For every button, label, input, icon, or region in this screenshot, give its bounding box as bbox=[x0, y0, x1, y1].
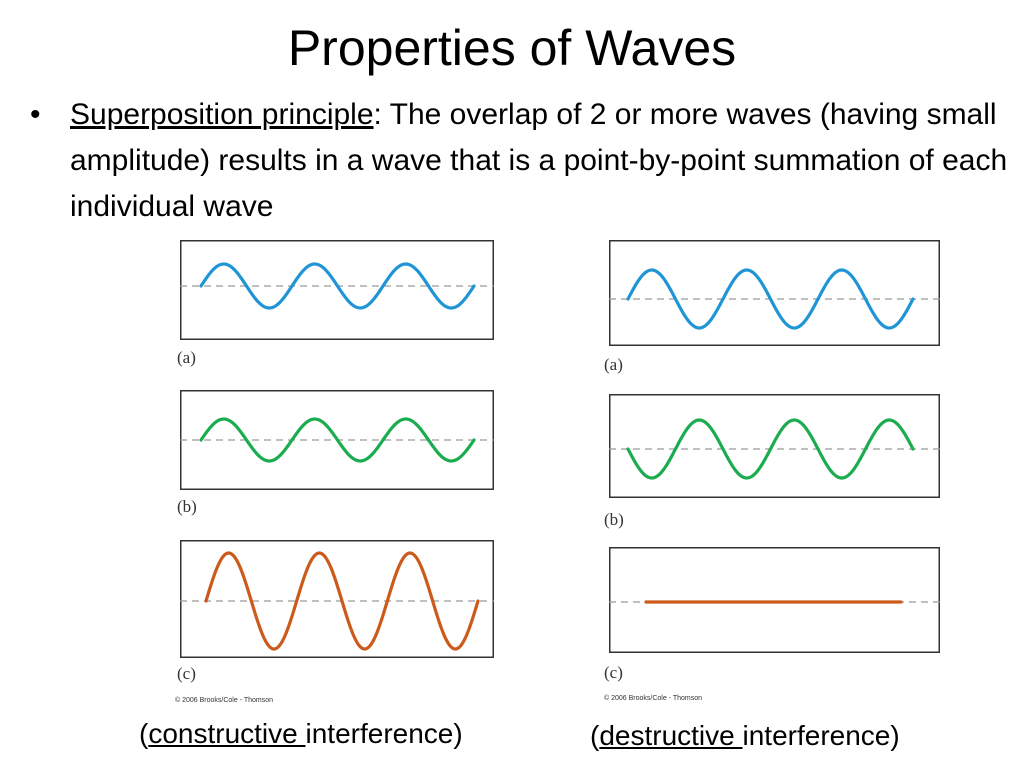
panel-frame bbox=[180, 540, 494, 658]
slide-title: Properties of Waves bbox=[287, 20, 737, 76]
bullet-term: Superposition principle bbox=[70, 98, 374, 131]
wave-curve bbox=[199, 417, 476, 463]
bullet-marker: • bbox=[30, 98, 41, 131]
left-label-c: (c) bbox=[177, 664, 196, 683]
panel-frame bbox=[180, 240, 494, 340]
right-wave-c bbox=[609, 547, 940, 653]
right-wave-b bbox=[609, 394, 940, 498]
left-wave-c bbox=[180, 540, 494, 658]
wave-curve bbox=[204, 551, 480, 651]
bullet-body: : The overlap of 2 or more waves (having… bbox=[70, 98, 1008, 223]
left-panel-b bbox=[180, 390, 494, 490]
destructive-term: destructive bbox=[599, 720, 743, 751]
right-panel-a bbox=[609, 240, 940, 346]
left-label-b: (b) bbox=[177, 497, 197, 516]
wave-curve bbox=[199, 262, 476, 310]
left-panel-a bbox=[180, 240, 494, 340]
panel-frame bbox=[609, 240, 940, 346]
panel-frame bbox=[609, 394, 940, 498]
right-label-c: (c) bbox=[604, 663, 623, 682]
destructive-caption: (destructive interference) bbox=[590, 719, 900, 753]
wave-curve bbox=[626, 418, 915, 480]
constructive-caption: (constructive interference) bbox=[139, 717, 463, 751]
constructive-term: constructive bbox=[148, 718, 306, 749]
caption-rest: interference) bbox=[305, 718, 463, 749]
right-wave-a bbox=[609, 240, 940, 346]
right-label-a: (a) bbox=[604, 355, 623, 374]
left-wave-a bbox=[180, 240, 494, 340]
bullet-text: Superposition principle: The overlap of … bbox=[70, 92, 1010, 230]
left-copyright: © 2006 Brooks/Cole - Thomson bbox=[175, 697, 274, 704]
right-panel-b bbox=[609, 394, 940, 498]
right-panel-c bbox=[609, 547, 940, 653]
panel-frame bbox=[609, 547, 940, 653]
left-label-a: (a) bbox=[177, 348, 196, 367]
left-wave-b bbox=[180, 390, 494, 490]
right-label-b: (b) bbox=[604, 510, 624, 529]
caption-open-paren: ( bbox=[139, 718, 149, 749]
caption-rest: interference) bbox=[742, 720, 900, 751]
right-copyright: © 2006 Brooks/Cole - Thomson bbox=[604, 695, 703, 702]
wave-curve bbox=[626, 268, 915, 330]
left-panel-c bbox=[180, 540, 494, 658]
caption-open-paren: ( bbox=[590, 720, 600, 751]
